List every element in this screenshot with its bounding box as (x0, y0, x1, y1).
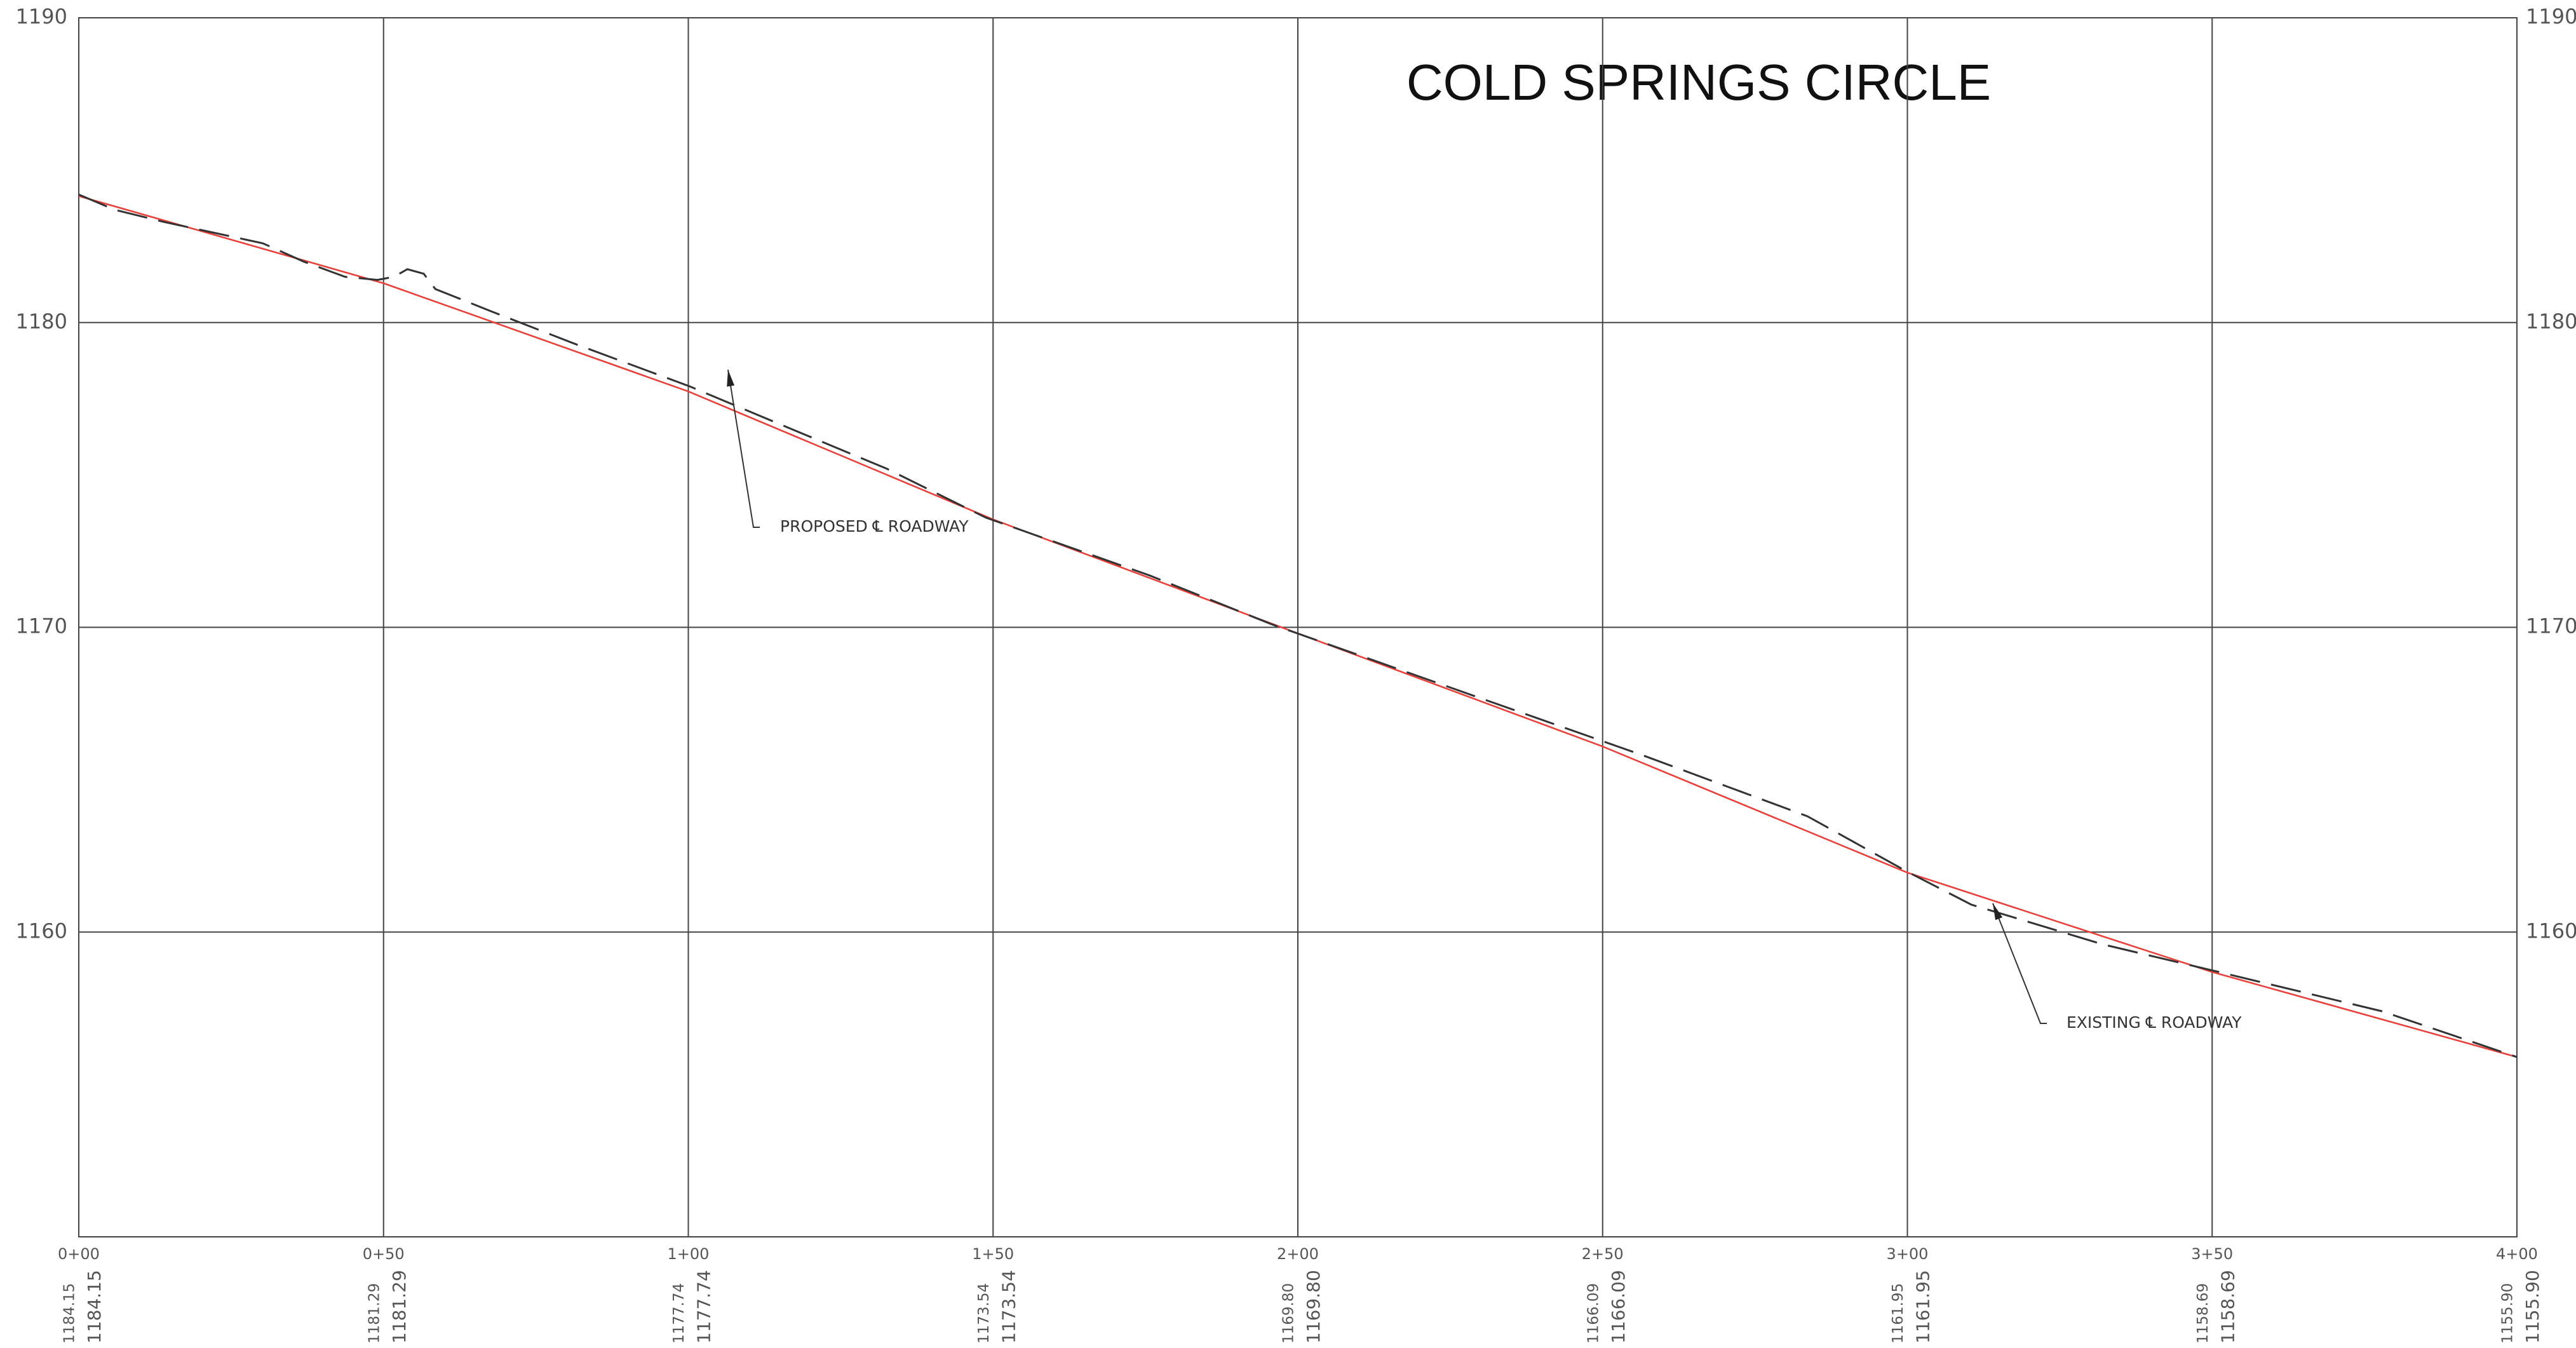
x-tick-label: 2+00 (1277, 1245, 1319, 1263)
elevation-label: 1184.15 (84, 1270, 105, 1344)
x-tick-label: 2+50 (1582, 1245, 1624, 1263)
elevation-label: 1155.90 (2522, 1270, 2543, 1344)
elevation-label: 1169.80 (1303, 1270, 1324, 1344)
y-tick-label-right: 1160 (2526, 919, 2576, 943)
elevation-label: 1181.29 (389, 1270, 410, 1344)
x-tick-label: 4+00 (2496, 1245, 2538, 1263)
elevation-label: 1161.95 (1913, 1270, 1934, 1344)
x-tick-label: 3+50 (2191, 1245, 2233, 1263)
elevation-label: 1158.69 (2195, 1283, 2211, 1344)
elevation-label: 1173.54 (998, 1270, 1019, 1344)
x-tick-label: 3+00 (1887, 1245, 1929, 1263)
elevation-label: 1161.95 (1890, 1283, 1906, 1344)
elevation-label: 1158.69 (2217, 1270, 2238, 1344)
y-tick-label: 1180 (16, 309, 67, 334)
arrowhead (727, 370, 735, 387)
annotation: EXISTING ℄ ROADWAY (2067, 1013, 2242, 1032)
x-tick-label: 0+00 (58, 1245, 100, 1263)
arrowhead (1993, 903, 2003, 920)
x-tick-label: 1+50 (972, 1245, 1014, 1263)
x-tick-label: 1+00 (668, 1245, 710, 1263)
elevation-label: 1155.90 (2500, 1283, 2516, 1344)
existing-profile (78, 193, 2518, 1058)
leader-line (727, 369, 760, 528)
elevation-label: 1166.09 (1608, 1270, 1629, 1344)
elevation-label: 1177.74 (671, 1283, 687, 1344)
leader-line (1992, 903, 2047, 1024)
elevation-label: 1173.54 (976, 1283, 992, 1344)
elevation-label: 1169.80 (1281, 1283, 1297, 1344)
elevation-label: 1184.15 (62, 1283, 78, 1344)
chart-title: COLD SPRINGS CIRCLE (1406, 54, 1991, 111)
y-tick-label-right: 1180 (2526, 309, 2576, 334)
elevation-label: 1177.74 (694, 1270, 715, 1344)
y-tick-label-right: 1190 (2526, 4, 2576, 29)
elevation-label: 1181.29 (366, 1283, 382, 1344)
x-tick-label: 0+50 (363, 1245, 405, 1263)
y-tick-label: 1170 (16, 614, 67, 638)
y-tick-label-right: 1170 (2526, 614, 2576, 638)
annotation: PROPOSED ℄ ROADWAY (780, 517, 969, 536)
y-tick-label: 1160 (16, 919, 67, 943)
elevation-label: 1166.09 (1585, 1283, 1602, 1344)
y-tick-label: 1190 (16, 4, 67, 29)
